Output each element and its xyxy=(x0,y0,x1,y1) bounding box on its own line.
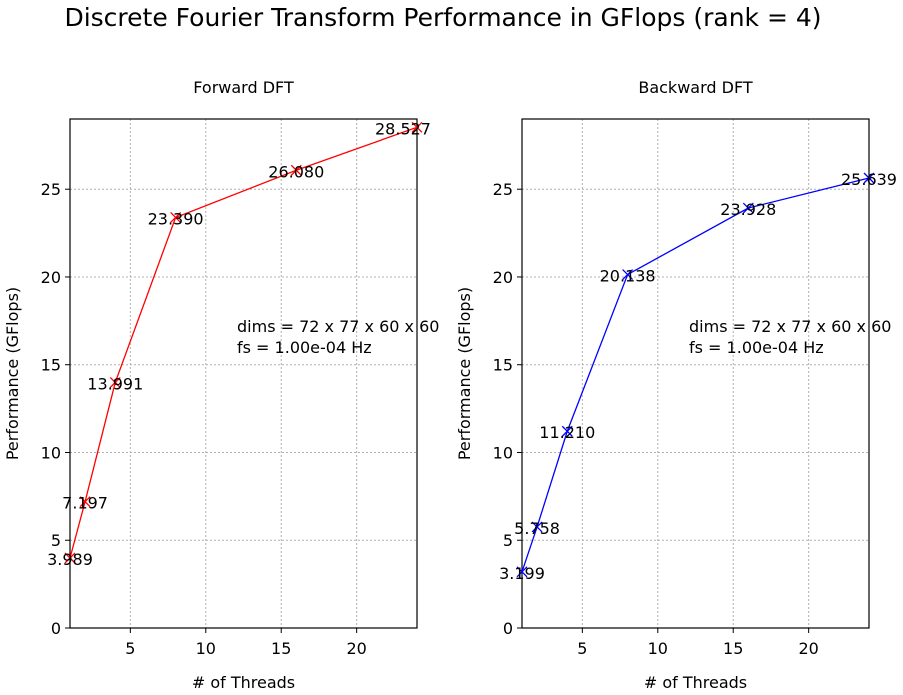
y-tick-label: 20 xyxy=(493,268,513,287)
data-label: 26.080 xyxy=(268,162,324,181)
x-tick-label: 15 xyxy=(271,639,291,658)
plot-frame xyxy=(521,118,870,629)
data-point-marker xyxy=(561,425,573,437)
chart-title: Forward DFT xyxy=(193,78,294,97)
x-tick-label: 20 xyxy=(798,639,818,658)
data-label: 23.390 xyxy=(148,209,204,228)
y-tick-label: 10 xyxy=(41,443,61,462)
data-label: 23.928 xyxy=(720,200,776,219)
x-tick-label: 10 xyxy=(648,639,668,658)
data-point-marker xyxy=(290,164,302,176)
data-label: 20.138 xyxy=(600,267,656,286)
x-axis-label: # of Threads xyxy=(644,673,747,692)
data-point-marker xyxy=(170,212,182,223)
data-label: 13.991 xyxy=(87,374,143,393)
data-point-marker xyxy=(742,202,754,214)
y-tick-label: 25 xyxy=(41,180,61,199)
data-label: 28.527 xyxy=(375,119,431,138)
y-tick-label: 20 xyxy=(41,268,61,287)
x-tick-label: 5 xyxy=(125,639,135,658)
plot-frame xyxy=(69,118,418,629)
y-axis-label: Performance (GFlops) xyxy=(3,287,22,460)
data-point-marker xyxy=(531,521,543,533)
chart-title: Backward DFT xyxy=(638,78,753,97)
series-line xyxy=(69,126,418,559)
data-point-marker xyxy=(109,376,121,388)
y-tick-label: 15 xyxy=(493,356,513,375)
x-tick-label: 15 xyxy=(723,639,743,658)
x-tick-label: 20 xyxy=(346,639,366,658)
data-point-marker xyxy=(64,552,76,564)
y-tick-label: 5 xyxy=(503,531,513,550)
annotation-text: fs = 1.00e-04 Hz xyxy=(689,338,824,357)
annotation-text: dims = 72 x 77 x 60 x 60 xyxy=(689,317,891,336)
y-tick-label: 0 xyxy=(503,619,513,638)
data-point-marker xyxy=(516,566,528,578)
data-label: 3.989 xyxy=(47,550,93,569)
y-tick-label: 10 xyxy=(493,443,513,462)
y-tick-label: 0 xyxy=(51,619,61,638)
x-tick-label: 5 xyxy=(577,639,587,658)
data-label: 25.639 xyxy=(841,170,897,189)
x-axis-label: # of Threads xyxy=(192,673,295,692)
figure-title: Discrete Fourier Transform Performance i… xyxy=(64,3,821,32)
data-point-marker xyxy=(622,269,634,281)
data-label: 5.758 xyxy=(514,519,560,538)
y-tick-label: 5 xyxy=(51,531,61,550)
chart-panel-2: 5 10 15 20 0 5 10 15 20 25 Backward DFT # of Thread… xyxy=(455,78,897,692)
data-point-marker xyxy=(863,172,875,184)
data-label: 3.199 xyxy=(499,564,545,583)
y-tick-label: 25 xyxy=(493,180,513,199)
data-label: 11.210 xyxy=(539,423,595,442)
chart-panel-1: 5 10 15 20 0 5 10 15 20 25 Forward DFT # of Threads… xyxy=(3,78,439,692)
y-tick-label: 15 xyxy=(41,356,61,375)
series-line xyxy=(521,177,870,573)
annotation-text: fs = 1.00e-04 Hz xyxy=(237,338,372,357)
x-tick-label: 10 xyxy=(196,639,216,658)
annotation-text: dims = 72 x 77 x 60 x 60 xyxy=(237,317,439,336)
data-label: 7.197 xyxy=(62,494,108,513)
y-axis-label: Performance (GFlops) xyxy=(455,287,474,460)
data-point-marker xyxy=(411,121,423,133)
data-point-marker xyxy=(79,496,91,508)
